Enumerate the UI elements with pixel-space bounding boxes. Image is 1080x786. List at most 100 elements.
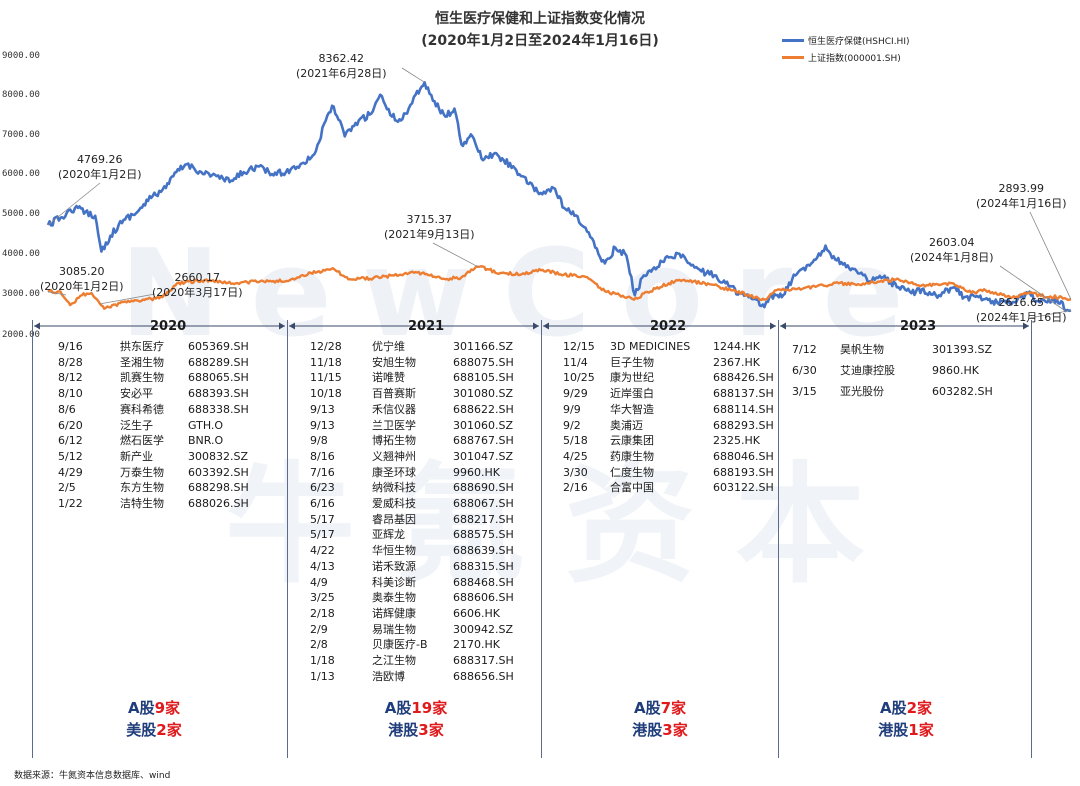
ipo-code: 9960.HK: [453, 465, 500, 479]
ipo-company: 奥浦迈: [610, 418, 643, 432]
ipo-code: 301393.SZ: [932, 343, 993, 356]
ipo-date: 2/18: [310, 606, 335, 620]
ipo-code: 300942.SZ: [453, 622, 514, 636]
ipo-company: 华恒生物: [372, 544, 416, 558]
ipo-company: 合富中国: [610, 481, 654, 495]
ipo-date: 11/4: [563, 355, 588, 369]
summary-unit: 家: [671, 699, 687, 717]
ipo-company: 百普赛斯: [372, 387, 416, 401]
ipo-date: 9/13: [310, 402, 335, 416]
summary-market: 美股: [126, 721, 157, 739]
ipo-company: 赛科希德: [120, 402, 164, 416]
legend-swatch-shci: [782, 56, 804, 59]
ipo-code: 688217.SH: [453, 512, 514, 526]
ipo-code: 301080.SZ: [453, 387, 514, 401]
annotation-hshci-start: 4769.26 (2020年1月2日): [58, 152, 142, 182]
ipo-company: 东方生物: [120, 481, 164, 495]
ipo-code: 301166.SZ: [453, 340, 514, 353]
annotation-value: 2616.65: [998, 296, 1045, 309]
ipo-date: 11/15: [310, 371, 342, 385]
summary-market: A股: [384, 699, 412, 717]
ipo-company: 禾信仪器: [372, 402, 416, 416]
ipo-company: 拱东医疗: [120, 340, 164, 353]
summary-market: 港股: [632, 721, 663, 739]
year-divider: [541, 320, 542, 758]
ipo-code: 688065.SH: [188, 371, 249, 385]
annotation-date: (2021年6月28日): [296, 67, 387, 80]
ipo-code: 688656.SH: [453, 669, 514, 683]
year-span-arrowhead: [34, 322, 40, 330]
annotation-date: (2024年1月16日): [976, 197, 1067, 210]
legend-label-hshci: 恒生医疗保健(HSHCI.HI): [808, 37, 910, 47]
annotation-sse-end: 2893.99 (2024年1月16日): [976, 181, 1067, 211]
ipo-date: 7/12: [792, 343, 817, 356]
ipo-date: 6/30: [792, 364, 817, 377]
ipo-company: 燃石医学: [120, 434, 164, 448]
year-label-2022: 2022: [650, 319, 687, 334]
ipo-date: 8/16: [310, 449, 335, 463]
ipo-code: 688575.SH: [453, 528, 514, 542]
annotation-leader: [1029, 310, 1072, 319]
ipo-code: 688046.SH: [713, 449, 774, 463]
annotation-date: (2024年1月16日): [976, 311, 1067, 324]
year-divider: [1031, 320, 1032, 758]
ipo-company: 云康集团: [610, 434, 654, 448]
ipo-company: 仁度生物: [610, 465, 654, 479]
summary-unit: 家: [672, 721, 688, 739]
ipo-date: 8/28: [58, 355, 83, 369]
ipo-company: 昊帆生物: [840, 343, 884, 356]
y-tick-label: 7000.00: [2, 130, 40, 140]
ipo-code: 301047.SZ: [453, 449, 514, 463]
ipo-company: 亚辉龙: [372, 528, 405, 542]
y-tick-label: 2000.00: [2, 330, 40, 340]
annotation-hshci-peak: 8362.42 (2021年6月28日): [296, 51, 387, 81]
annotation-date: (2024年1月8日): [910, 251, 994, 264]
summary-count: 2: [906, 699, 918, 717]
ipo-code: 688289.SH: [188, 355, 249, 369]
ipo-date: 7/16: [310, 465, 335, 479]
watermark-chinese: 牛氪资本: [225, 449, 906, 601]
legend-item-hshci: 恒生医疗保健(HSHCI.HI): [782, 34, 910, 47]
ipo-company: 近岸蛋白: [610, 387, 654, 401]
ipo-code: 688075.SH: [453, 355, 514, 369]
summary-count: 3: [418, 721, 429, 739]
ipo-code: 688317.SH: [453, 654, 514, 667]
ipo-summary-line: 港股3家: [590, 719, 730, 740]
ipo-date: 9/29: [563, 387, 588, 401]
annotation-value: 2660.17: [174, 271, 221, 284]
ipo-date: 4/9: [310, 575, 328, 589]
annotation-hshci-20240108: 2603.04 (2024年1月8日): [910, 235, 994, 265]
summary-unit: 家: [166, 721, 182, 739]
ipo-company: 科美诊断: [372, 575, 416, 589]
annotation-leader: [401, 67, 425, 83]
summary-count: 7: [660, 699, 672, 717]
ipo-company: 泛生子: [120, 418, 153, 432]
annotation-hshci-end: 2616.65 (2024年1月16日): [976, 295, 1067, 325]
ipo-code: 2170.HK: [453, 638, 500, 652]
ipo-date: 4/13: [310, 559, 335, 573]
ipo-date: 3/15: [792, 385, 817, 398]
summary-unit: 家: [432, 699, 448, 717]
ipo-code: 9860.HK: [932, 364, 979, 377]
y-tick-label: 5000.00: [2, 209, 40, 219]
ipo-company: 博拓生物: [372, 434, 416, 448]
ipo-company: 康为世纪: [610, 371, 654, 385]
ipo-code: BNR.O: [188, 434, 224, 448]
series-line-hshci: [46, 81, 1072, 313]
chart-subtitle: (2020年1月2日至2024年1月16日): [421, 33, 659, 49]
ipo-code: 688393.SH: [188, 387, 249, 401]
ipo-code: 688606.SH: [453, 591, 514, 605]
ipo-date: 2/9: [310, 622, 328, 636]
ipo-code: 1244.HK: [713, 340, 760, 353]
y-tick-label: 4000.00: [2, 249, 40, 259]
ipo-date: 5/17: [310, 512, 335, 526]
ipo-company: 安必平: [120, 387, 153, 401]
ipo-company: 华大智造: [610, 402, 654, 416]
ipo-company: 艾迪康控股: [840, 364, 895, 377]
ipo-code: 300832.SZ: [188, 449, 249, 463]
ipo-date: 3/30: [563, 465, 588, 479]
ipo-date: 1/22: [58, 497, 83, 510]
ipo-date: 8/6: [58, 402, 76, 416]
ipo-company: 贝康医疗-B: [372, 638, 428, 652]
